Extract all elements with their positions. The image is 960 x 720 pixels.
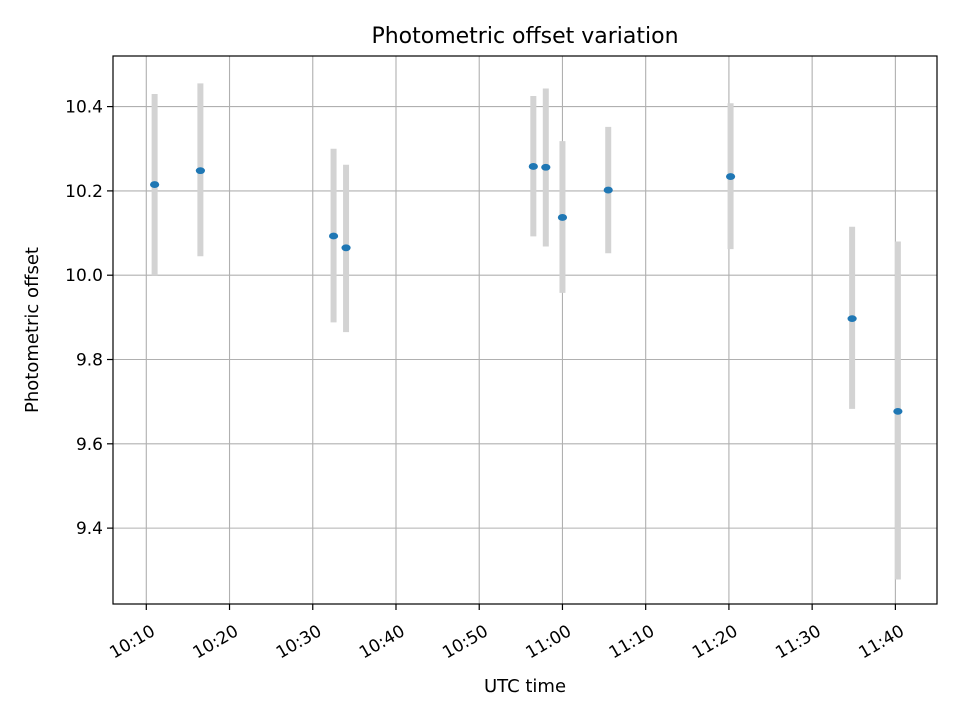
y-tick-label: 9.8 [76,351,103,371]
y-tick-label: 9.4 [76,519,103,539]
data-point [528,163,538,170]
plot-frame [112,55,938,605]
data-point [150,181,160,188]
data-point [893,407,903,415]
y-axis-ticks: 9.4 9.6 9.8 10.0 10.2 10.4 [65,98,113,539]
data-point [725,173,736,180]
data-point [541,163,551,171]
x-axis-label: UTC time [484,676,566,697]
y-tick-label: 10.0 [65,266,103,286]
data-points [150,163,903,415]
data-point [328,232,339,240]
data-point [341,244,351,252]
data-point [603,186,613,194]
y-tick-label: 10.4 [65,98,103,118]
chart-title: Photometric offset variation [371,24,678,49]
y-tick-label: 10.2 [65,182,103,202]
y-axis-label: Photometric offset [22,247,43,413]
data-point [557,214,568,221]
data-point [847,315,857,323]
y-tick-label: 9.6 [76,435,103,455]
data-point [195,167,205,175]
